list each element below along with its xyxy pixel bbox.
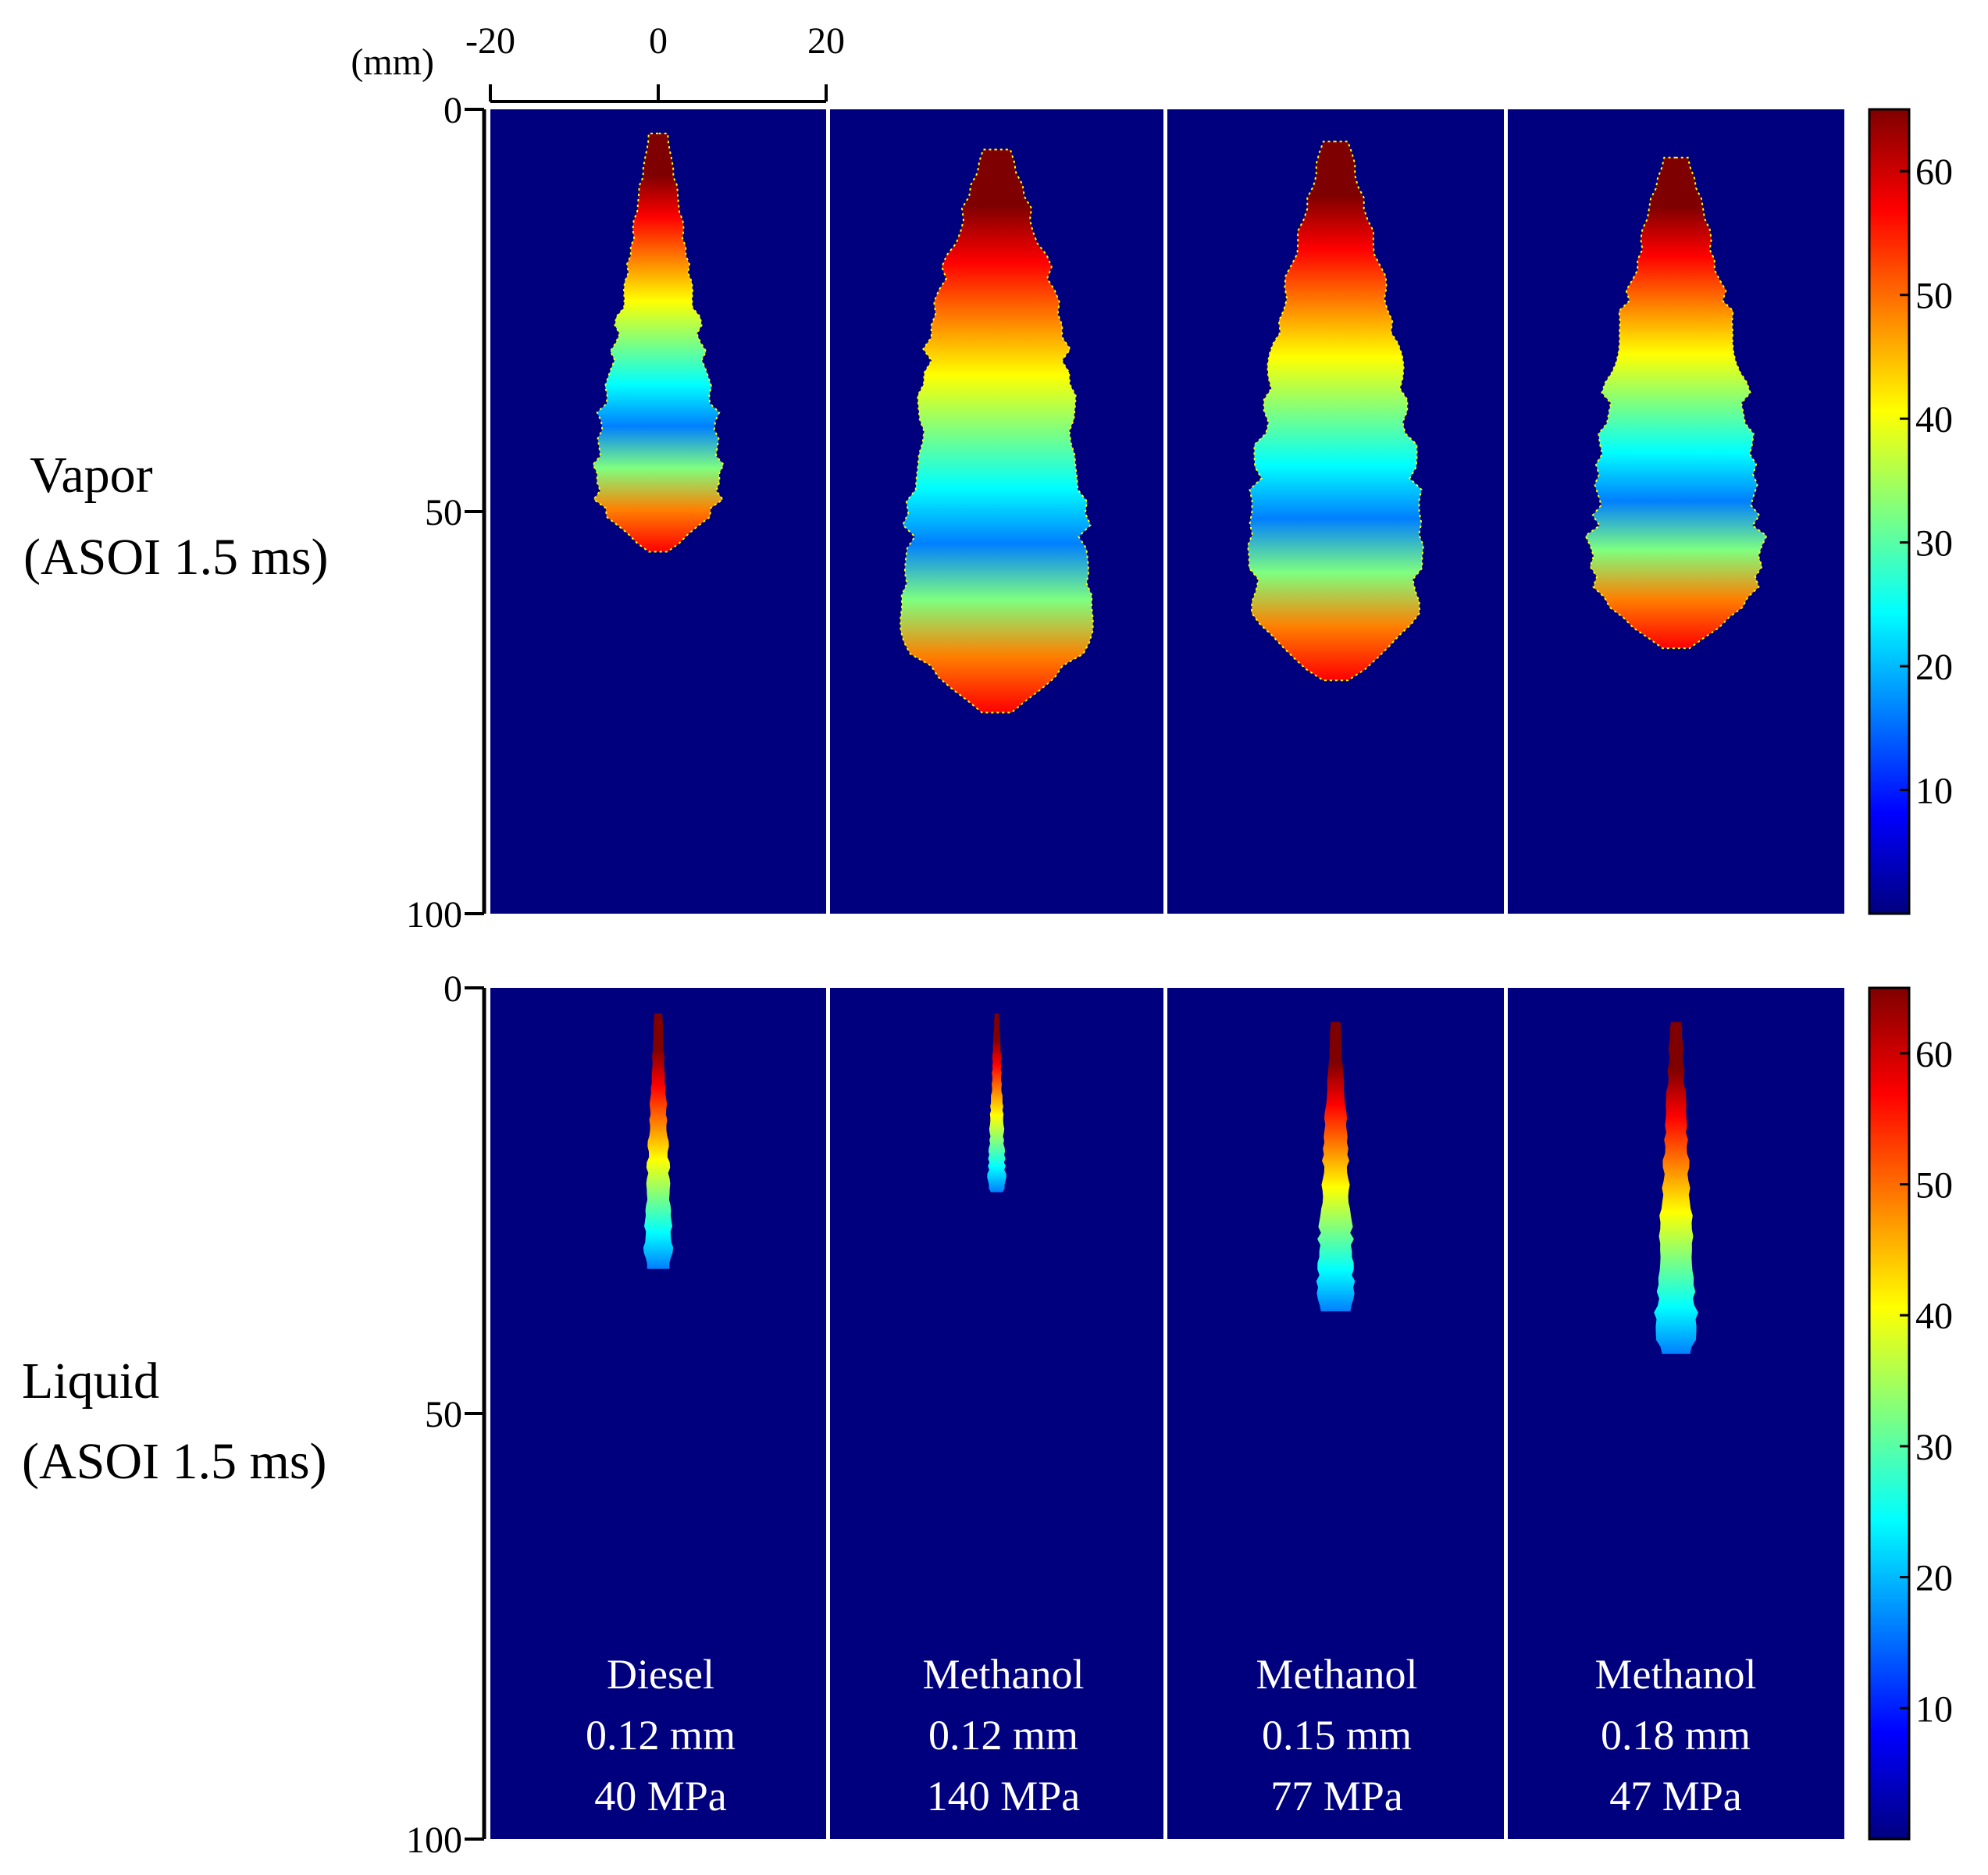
case-0-pressure: 40 MPa <box>594 1773 727 1820</box>
liquid-spray-1 <box>987 1013 1006 1192</box>
vapor-spray-1 <box>900 148 1094 714</box>
case-3-fuel: Methanol <box>1595 1651 1757 1698</box>
vapor-spray-2 <box>1247 141 1424 682</box>
liquid-colorbar-tick-label-4: 50 <box>1915 1165 1953 1207</box>
liquid-spray-2 <box>1316 1021 1356 1312</box>
vapor-panel-2 <box>1167 109 1504 914</box>
vapor-colorbar-tick-label-5: 60 <box>1915 151 1953 193</box>
row-label-vapor-line2: (ASOI 1.5 ms) <box>23 529 329 586</box>
liquid-panel-0 <box>490 988 826 1839</box>
case-1-fuel: Methanol <box>923 1651 1085 1698</box>
liquid-panel-3 <box>1508 988 1844 1839</box>
vapor-y-tick-label-0: 0 <box>444 90 462 131</box>
x-tick-label-0: -20 <box>465 20 515 62</box>
vapor-y-tick-label-2: 100 <box>406 894 462 936</box>
vapor-panel-1 <box>830 109 1163 914</box>
case-0-nozzle: 0.12 mm <box>586 1712 736 1759</box>
liquid-panel-2 <box>1167 988 1504 1839</box>
liquid-panel-1 <box>830 988 1163 1839</box>
case-2-pressure: 77 MPa <box>1270 1773 1403 1820</box>
case-1-nozzle: 0.12 mm <box>928 1712 1078 1759</box>
case-0-fuel: Diesel <box>607 1651 714 1698</box>
vapor-colorbar-tick-label-0: 10 <box>1915 771 1953 812</box>
liquid-y-tick-label-1: 50 <box>425 1394 462 1435</box>
x-axis: (mm) -20 0 20 <box>351 20 845 103</box>
row-label-liquid-line2: (ASOI 1.5 ms) <box>22 1433 327 1490</box>
row-label-vapor-line1: Vapor <box>30 447 153 504</box>
vapor-spray-0 <box>592 132 725 553</box>
liquid-row: Liquid (ASOI 1.5 ms) <box>22 1353 327 1490</box>
vapor-row: Vapor (ASOI 1.5 ms) <box>23 447 329 586</box>
liquid-colorbar-tick-label-0: 10 <box>1915 1688 1953 1730</box>
vapor-colorbar <box>1868 108 1911 915</box>
vapor-colorbar-tick-label-2: 30 <box>1915 523 1953 565</box>
vapor-panel-0 <box>490 109 826 914</box>
liquid-colorbar-tick-label-3: 40 <box>1915 1296 1953 1337</box>
liquid-colorbar-tick-label-5: 60 <box>1915 1034 1953 1075</box>
vapor-colorbar-tick-label-1: 20 <box>1915 647 1953 688</box>
case-2-fuel: Methanol <box>1256 1651 1418 1698</box>
vapor-y-tick-label-1: 50 <box>425 492 462 533</box>
vapor-spray-3 <box>1584 156 1768 650</box>
x-axis-unit-label: (mm) <box>351 41 434 83</box>
case-3-nozzle: 0.18 mm <box>1601 1712 1751 1759</box>
row-label-liquid-line1: Liquid <box>22 1353 159 1410</box>
liquid-spray-0 <box>643 1013 674 1269</box>
liquid-spray-3 <box>1654 1021 1698 1354</box>
liquid-y-tick-label-2: 100 <box>406 1820 462 1861</box>
liquid-y-tick-label-0: 0 <box>444 968 462 1010</box>
case-2-nozzle: 0.15 mm <box>1262 1712 1412 1759</box>
liquid-colorbar <box>1868 986 1911 1841</box>
liquid-colorbar-tick-label-2: 30 <box>1915 1427 1953 1468</box>
liquid-colorbar-tick-label-1: 20 <box>1915 1558 1953 1599</box>
vapor-colorbar-tick-label-3: 40 <box>1915 399 1953 440</box>
vapor-panel-3 <box>1508 109 1844 914</box>
case-labels: Diesel 0.12 mm 40 MPa Methanol 0.12 mm 1… <box>586 1651 1756 1820</box>
case-3-pressure: 47 MPa <box>1609 1773 1742 1820</box>
x-tick-label-1: 0 <box>649 20 668 62</box>
x-tick-label-2: 20 <box>807 20 845 62</box>
case-1-pressure: 140 MPa <box>927 1773 1081 1820</box>
vapor-colorbar-tick-label-4: 50 <box>1915 276 1953 317</box>
